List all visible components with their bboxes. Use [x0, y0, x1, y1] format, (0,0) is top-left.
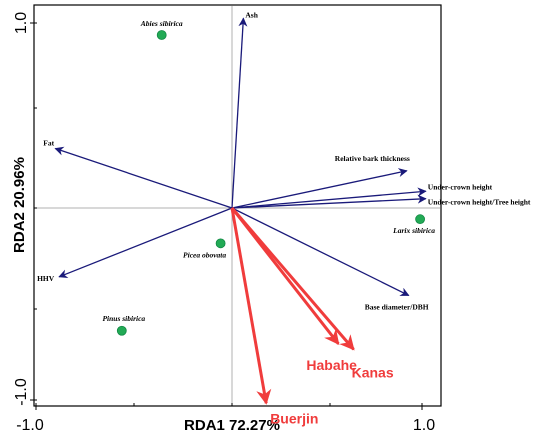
trait-label-base-diameter-dbh: Base diameter/DBH: [365, 302, 429, 311]
y-tick-label-top: 1.0: [13, 12, 30, 34]
trait-arrow-relative-bark-thickness: [231, 168, 408, 209]
y-axis-title: RDA2 20.96%: [11, 157, 28, 253]
site-label-buerjin: Buerjin: [270, 410, 318, 426]
trait-arrow-under-crown-height-tree-height: [231, 194, 427, 209]
trait-label-fat: Fat: [43, 138, 54, 147]
site-arrow-kanas: [230, 207, 355, 351]
species-point-abies-sibirica: [156, 30, 167, 40]
site-label-kanas: Kanas: [352, 364, 394, 380]
trait-label-under-crown-height-tree-height: Under-crown height/Tree height: [428, 198, 531, 207]
site-arrow-buerjin: [230, 207, 272, 405]
species-label-abies-sibirica: Abies sibirica: [140, 19, 183, 28]
species-label-pinus-sibirica: Pinus sibirica: [102, 314, 145, 323]
trait-label-hhv: HHV: [37, 274, 55, 283]
species-point-pinus-sibirica: [116, 325, 127, 336]
y-tick-label-bottom: -1.0: [13, 378, 30, 406]
trait-label-under-crown-height: Under-crown height: [428, 182, 493, 191]
trait-arrow-hhv: [58, 207, 233, 279]
species-label-larix-sibirica: Larix sibirica: [392, 226, 435, 235]
site-label-habahe: Habahe: [306, 357, 357, 373]
x-tick-label-right: 1.0: [413, 417, 435, 434]
trait-arrow-base-diameter-dbh: [231, 207, 410, 297]
trait-arrow-ash: [231, 17, 248, 209]
axis-ticks: [30, 22, 423, 410]
x-axis-title: RDA1 72.27%: [184, 417, 280, 434]
species-points: Abies sibirica Larix sibirica Picea obovat…: [102, 19, 435, 336]
species-point-picea-obovata: [215, 238, 226, 249]
trait-label-relative-bark-thickness: Relative bark thickness: [335, 154, 410, 163]
species-label-picea-obovata: Picea obovata: [183, 250, 226, 259]
trait-label-ash: Ash: [245, 10, 258, 19]
trait-arrow-fat: [54, 146, 233, 209]
trait-arrows: Ash Fat Relative bark thickness Under-crown…: [37, 10, 531, 311]
species-point-larix-sibirica: [415, 214, 426, 225]
x-tick-label-left: -1.0: [16, 417, 44, 434]
plot-frame: [33, 4, 442, 407]
trait-arrow-under-crown-height: [231, 187, 427, 209]
